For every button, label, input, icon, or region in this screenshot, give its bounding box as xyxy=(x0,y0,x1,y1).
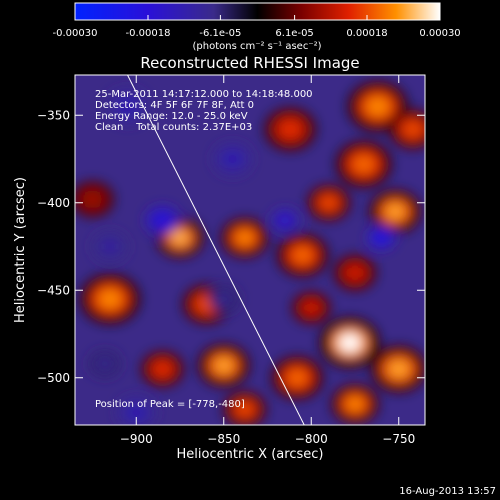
heat-blob-negative-core xyxy=(277,213,293,227)
heat-blob-negative-core xyxy=(373,231,389,245)
annotation-clean: Clean Total counts: 2.37E+03 xyxy=(95,122,252,133)
x-axis-label: Heliocentric X (arcsec) xyxy=(177,447,324,462)
heat-blob-negative-core xyxy=(125,404,147,422)
plot-frame xyxy=(74,74,426,426)
heat-blob-negative-core xyxy=(152,212,173,229)
y-tick-label: −500 xyxy=(37,371,70,385)
heat-blob-core xyxy=(347,266,363,280)
heat-blob-core xyxy=(320,196,337,210)
heat-blob-core xyxy=(385,203,405,220)
colorbar-ticks: -0.00030 -0.00018 -6.1e-05 6.1e-05 0.00018 0.… xyxy=(53,15,461,39)
colorbar-tick-label: -6.1e-05 xyxy=(199,28,241,39)
chart-title: Reconstructed RHESSI Image xyxy=(140,54,359,72)
y-axis: −350 −400 −450 −500 xyxy=(37,108,425,385)
heat-blob-negative-core xyxy=(100,238,120,255)
plot-area xyxy=(75,75,425,425)
footer-date: 16-Aug-2013 13:57 xyxy=(399,486,496,497)
annotation-time: 25-Mar-2011 14:17:12.000 to 14:18:48.000 xyxy=(95,89,313,100)
colorbar-tick-label: -0.00018 xyxy=(126,28,171,39)
heat-blob-core xyxy=(236,402,253,416)
heat-blob-core xyxy=(346,396,364,412)
annotation-detectors: Detectors: 4F 5F 6F 7F 8F, Att 0 xyxy=(95,100,254,111)
heat-blob-negative-core xyxy=(96,356,114,371)
heatmap-layer xyxy=(75,80,425,425)
heat-blob-core xyxy=(154,362,171,376)
heat-blob-core xyxy=(171,230,189,246)
x-tick-label: −750 xyxy=(382,432,415,446)
y-tick-label: −450 xyxy=(37,283,70,297)
heat-blob-core xyxy=(388,360,409,378)
heat-blob-core xyxy=(84,192,101,206)
colorbar xyxy=(74,2,441,21)
colorbar-tick-label: 0.00018 xyxy=(346,28,387,39)
heat-blob-core xyxy=(353,155,374,173)
y-tick-label: −400 xyxy=(37,196,70,210)
heat-blob-core xyxy=(280,121,300,138)
heat-blob-core xyxy=(304,301,319,314)
heat-blob-core xyxy=(98,289,122,309)
heat-blob-core xyxy=(236,230,254,246)
annotation-block: 25-Mar-2011 14:17:12.000 to 14:18:48.000… xyxy=(95,89,313,133)
peak-position-label: Position of Peak = [-778,-480] xyxy=(95,399,245,410)
heat-blob-core xyxy=(366,97,389,116)
heat-blob-negative-core xyxy=(221,150,244,168)
colorbar-tick-label: -0.00030 xyxy=(53,28,98,39)
colorbar-tick-label: 6.1e-05 xyxy=(275,28,313,39)
annotation-energy: Energy Range: 12.0 - 25.0 keV xyxy=(95,111,248,122)
solar-limb-line xyxy=(126,75,305,425)
heat-blob-core xyxy=(404,121,422,137)
y-tick-label: −350 xyxy=(37,108,70,122)
x-axis: −900 −850 −800 −750 xyxy=(120,75,415,446)
heat-blob-core xyxy=(293,247,312,264)
heat-blob-core xyxy=(287,369,307,386)
x-tick-label: −850 xyxy=(207,432,240,446)
heat-blob-negative-core xyxy=(215,291,233,307)
x-tick-label: −900 xyxy=(120,432,153,446)
heat-blob-core xyxy=(338,333,361,353)
heat-blob-negative-core xyxy=(115,97,140,116)
heat-blob-core xyxy=(214,357,234,374)
colorbar-tick-label: 0.00030 xyxy=(419,28,460,39)
colorbar-units: (photons cm⁻² s⁻¹ asec⁻²) xyxy=(192,41,321,52)
x-tick-label: −800 xyxy=(295,432,328,446)
y-axis-label: Heliocentric Y (arcsec) xyxy=(13,177,28,323)
